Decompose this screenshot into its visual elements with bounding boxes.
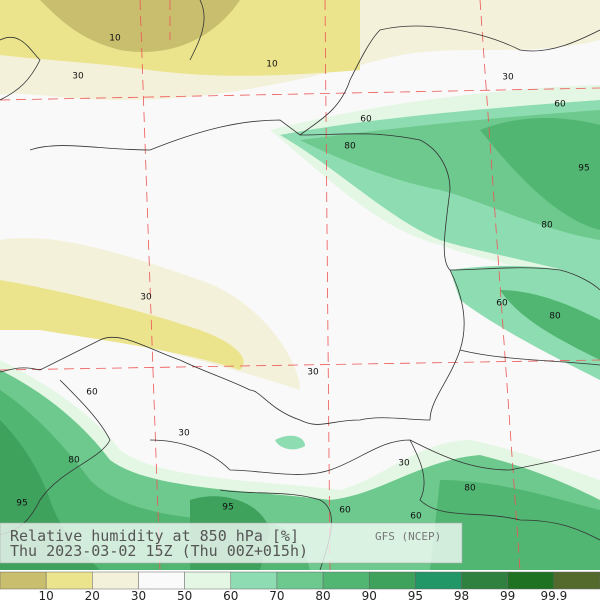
colorbar-label: 30: [131, 589, 146, 600]
colorbar-label: 80: [315, 589, 330, 600]
contour-label: 30: [398, 459, 410, 469]
contour-label: 80: [344, 142, 356, 152]
contour-label: 60: [410, 512, 422, 522]
colorbar-bin: [507, 571, 555, 590]
map-subtitle: Thu 2023-03-02 15Z (Thu 00Z+015h): [10, 542, 308, 560]
contour-label: 30: [140, 293, 152, 303]
colorbar-label: 99.9: [540, 589, 567, 600]
contour-label: 60: [554, 100, 566, 110]
source: GFS (NCEP): [375, 530, 441, 543]
grid-lines: [0, 0, 600, 571]
contour-label: 30: [72, 72, 84, 82]
colorbar-bin: [0, 571, 47, 590]
colorbar-bin: [92, 571, 139, 590]
colorbar-label: 60: [223, 589, 238, 600]
colorbar-label: 99: [500, 589, 515, 600]
colorbar-label: 98: [454, 589, 469, 600]
colorbar-bin: [138, 571, 185, 590]
contour-label: 80: [549, 312, 561, 322]
contour-label: 95: [16, 499, 27, 509]
colorbar-bin: [415, 571, 462, 590]
colorbar-bin: [45, 571, 93, 590]
contour-label: 95: [578, 164, 589, 174]
colorbar-bin: [184, 571, 232, 590]
colorbar-label: 50: [177, 589, 192, 600]
borders: [0, 0, 600, 571]
title-box: [0, 522, 463, 564]
colorbar-label: 70: [269, 589, 284, 600]
contour-label: 30: [307, 368, 319, 378]
colorbar-label: 90: [362, 589, 377, 600]
contour-label: 60: [86, 388, 98, 398]
map-title: Relative humidity at 850 hPa [%]: [10, 527, 299, 545]
contour-label: 30: [502, 73, 514, 83]
colorbar-label: 95: [408, 589, 423, 600]
contour-label: 95: [222, 503, 233, 513]
contour-label: 10: [109, 34, 121, 44]
contour-label: 80: [464, 484, 476, 494]
contour-label: 60: [360, 115, 372, 125]
contour-label: 80: [68, 456, 80, 466]
colorbar-bin: [230, 571, 278, 590]
colorbar-bin: [322, 571, 370, 590]
colorbar-bin: [368, 571, 416, 590]
contour-label: 30: [178, 429, 190, 439]
colorbar-label: 20: [85, 589, 100, 600]
colorbar-bin: [553, 571, 600, 590]
contour-label: 60: [496, 299, 508, 309]
contour-label: 60: [339, 506, 351, 516]
colorbar: 10 20 30 50 60 70 80 90 95 98 99 99.9: [0, 571, 600, 600]
contour-label: 80: [541, 221, 553, 231]
contour-label: 10: [266, 60, 278, 70]
colorbar-bin: [461, 571, 508, 590]
colorbar-bin: [276, 571, 324, 590]
colorbar-label: 10: [39, 589, 54, 600]
